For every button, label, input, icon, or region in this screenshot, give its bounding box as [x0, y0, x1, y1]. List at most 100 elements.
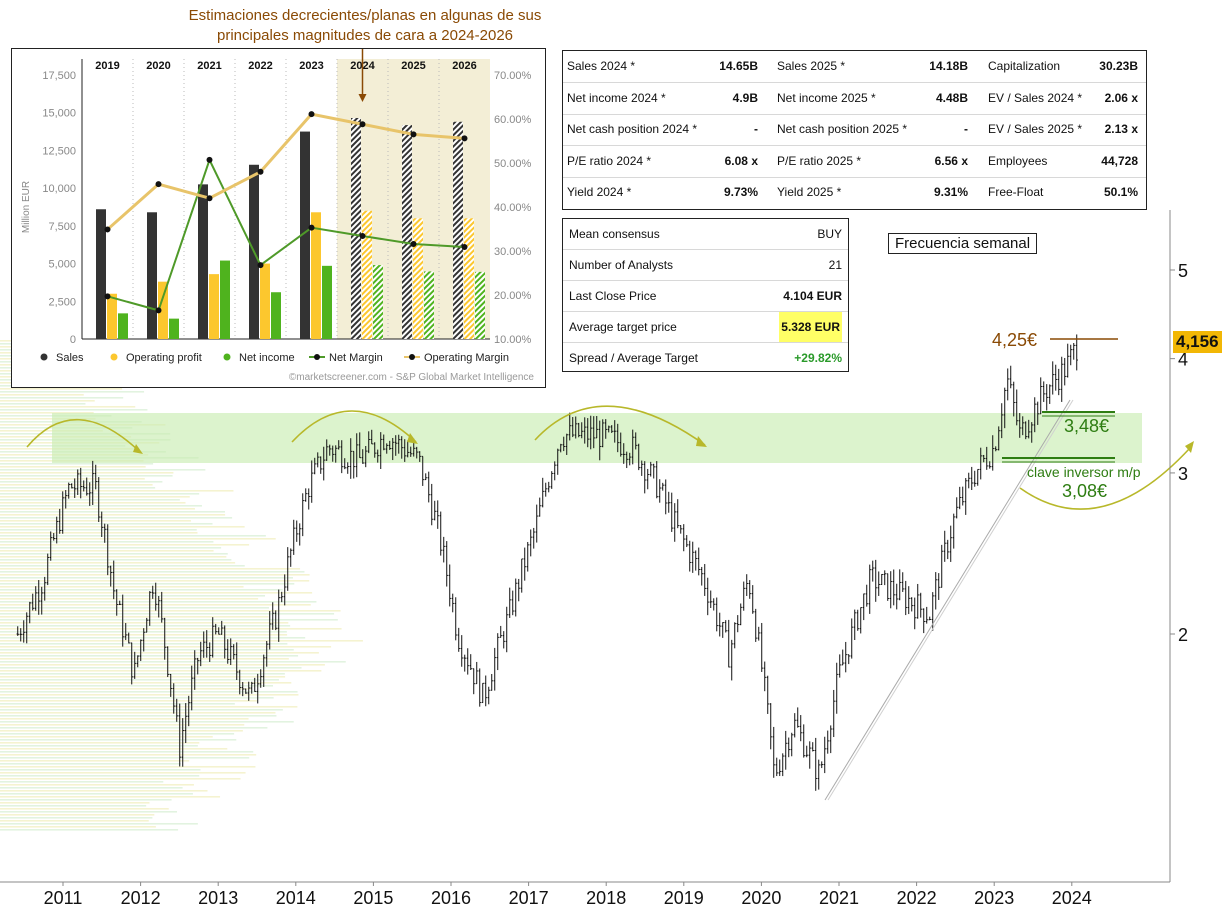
- consensus-row-analysts: Number of Analysts 21: [563, 250, 848, 281]
- volume-profile-bar: [0, 670, 322, 672]
- volume-profile-bar: [0, 601, 317, 603]
- fin-label: Sales 2024 *: [567, 59, 636, 73]
- volume-profile-bar: [0, 532, 198, 534]
- volume-profile-bar: [0, 688, 252, 690]
- volume-profile-bar: [0, 412, 94, 414]
- net-margin-point: [359, 233, 366, 240]
- arrow-heads: [133, 433, 1194, 454]
- sales-bar: [147, 212, 157, 339]
- volume-profile-bar: [0, 640, 363, 642]
- arrowhead-2024: [1185, 441, 1194, 453]
- volume-profile-bar: [0, 661, 346, 663]
- volume-profile-bar: [0, 490, 234, 492]
- volume-profile-bar: [0, 742, 200, 744]
- consensus-target-value: 5.328 EUR: [779, 312, 842, 342]
- volume-profile-bar: [0, 496, 190, 498]
- volume-profile-bar: [0, 658, 289, 660]
- y-left-tick-label: 12,500: [42, 145, 76, 157]
- x-tick-label: 2019: [664, 888, 704, 908]
- consensus-analysts-label: Number of Analysts: [569, 258, 674, 272]
- net-income-bar: [322, 265, 332, 339]
- financials-chart-svg: 0 2,500 5,000 7,500 10,000 12,500 15,000 17,500…: [21, 39, 534, 383]
- sales-bar: [453, 121, 463, 339]
- consensus-mean-label: Mean consensus: [569, 227, 660, 241]
- net-margin-line: [107, 157, 465, 312]
- y-left-tick-label: 10,000: [42, 183, 76, 195]
- volume-profile-bar: [0, 550, 214, 552]
- fin-value: 14.65B: [719, 59, 758, 73]
- y-right-tick-label: 60.00%: [494, 114, 532, 126]
- volume-profile-bar: [0, 574, 310, 576]
- volume-profile-bar: [0, 676, 286, 678]
- volume-profile-bar: [0, 790, 208, 792]
- legend-label: Operating Margin: [424, 352, 509, 364]
- volume-profile-bar: [0, 808, 169, 810]
- fin-value: 50.1%: [1103, 185, 1138, 200]
- trendline-upper: [824, 399, 1071, 801]
- volume-profile-bar: [0, 799, 172, 801]
- consensus-close-label: Last Close Price: [569, 289, 657, 303]
- year-label: 2025: [401, 60, 425, 72]
- net-income-bar: [271, 292, 281, 339]
- y-right-tick-label: 70.00%: [494, 70, 532, 82]
- x-tick-label: 2023: [974, 888, 1014, 908]
- volume-profile-bar: [0, 649, 294, 651]
- arrow-2011: [26, 418, 141, 453]
- volume-profile-bar: [0, 775, 200, 777]
- operating-profit-bar: [158, 281, 168, 339]
- volume-profile-bar: [0, 613, 335, 615]
- x-tick-label: 2014: [276, 888, 316, 908]
- fin-value: 6.56 x: [934, 153, 968, 168]
- y-left-tick-label: 2,500: [48, 296, 76, 308]
- volume-profile-bar: [0, 583, 295, 585]
- volume-profile-bar: [0, 616, 269, 618]
- x-tick-label: 2015: [353, 888, 393, 908]
- volume-profile-bar: [0, 535, 266, 537]
- estimates-annotation: Estimaciones decrecientes/planas en algu…: [188, 7, 542, 44]
- arrow-2024: [1019, 447, 1191, 510]
- net-margin-point: [206, 156, 213, 163]
- y-axis-ticks: 2 3 4 5: [1170, 261, 1188, 645]
- fin-label: Net cash position 2024 *: [567, 122, 698, 137]
- volume-profile-bar: [0, 748, 228, 750]
- fin-label: P/E ratio 2025 *: [777, 153, 862, 168]
- volume-profile-bar: [0, 637, 306, 639]
- y-tick-label: 2: [1178, 625, 1188, 645]
- volume-profile-bar: [0, 466, 146, 468]
- annotation-arrowhead: [358, 94, 367, 102]
- volume-profile-bar: [0, 544, 250, 546]
- volume-profile-bar: [0, 802, 150, 804]
- operating-profit-bar: [107, 293, 117, 339]
- legend-swatch: [409, 354, 415, 360]
- volume-profile-bar: [0, 667, 302, 669]
- volume-profile-bar: [0, 655, 299, 657]
- volume-profile-bar: [0, 394, 84, 396]
- volume-profile-bar: [0, 733, 235, 735]
- financials-chart: 0 2,500 5,000 7,500 10,000 12,500 15,000 17,500…: [11, 39, 546, 388]
- volume-profile-bar: [0, 406, 136, 408]
- legend-label: Sales: [56, 352, 84, 364]
- consensus-row-spread: Spread / Average Target +29.82%: [563, 343, 848, 373]
- volume-profile-bar: [0, 778, 241, 780]
- consensus-analysts-value: 21: [828, 258, 842, 272]
- volume-profile-bar: [0, 811, 177, 813]
- net-income-bar: [475, 271, 485, 339]
- sales-bar: [351, 117, 361, 339]
- volume-profile-bar: [0, 568, 301, 570]
- volume-profile-bar: [0, 703, 235, 705]
- volume-profile-bar: [0, 745, 198, 747]
- arrow-2017: [534, 405, 706, 446]
- volume-profile-bar: [0, 514, 226, 516]
- volume-profile-bar: [0, 718, 249, 720]
- volume-profile-bar: [0, 571, 305, 573]
- volume-profile-bar: [0, 787, 183, 789]
- volume-profile-bar: [0, 400, 95, 402]
- legend-label: Net Margin: [329, 352, 383, 364]
- legend-swatch: [223, 353, 231, 361]
- fin-label: Sales 2025 *: [777, 59, 846, 73]
- fin-label: Yield 2024 *: [567, 185, 632, 200]
- volume-profile-bar: [0, 559, 232, 561]
- volume-profile-bar: [0, 760, 190, 762]
- volume-profile-bar: [0, 700, 257, 702]
- y-right-tick-label: 30.00%: [494, 246, 532, 258]
